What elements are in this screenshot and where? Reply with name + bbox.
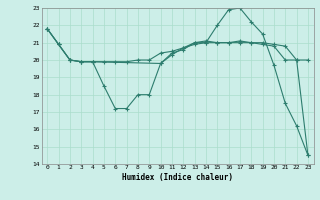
X-axis label: Humidex (Indice chaleur): Humidex (Indice chaleur) [122, 173, 233, 182]
